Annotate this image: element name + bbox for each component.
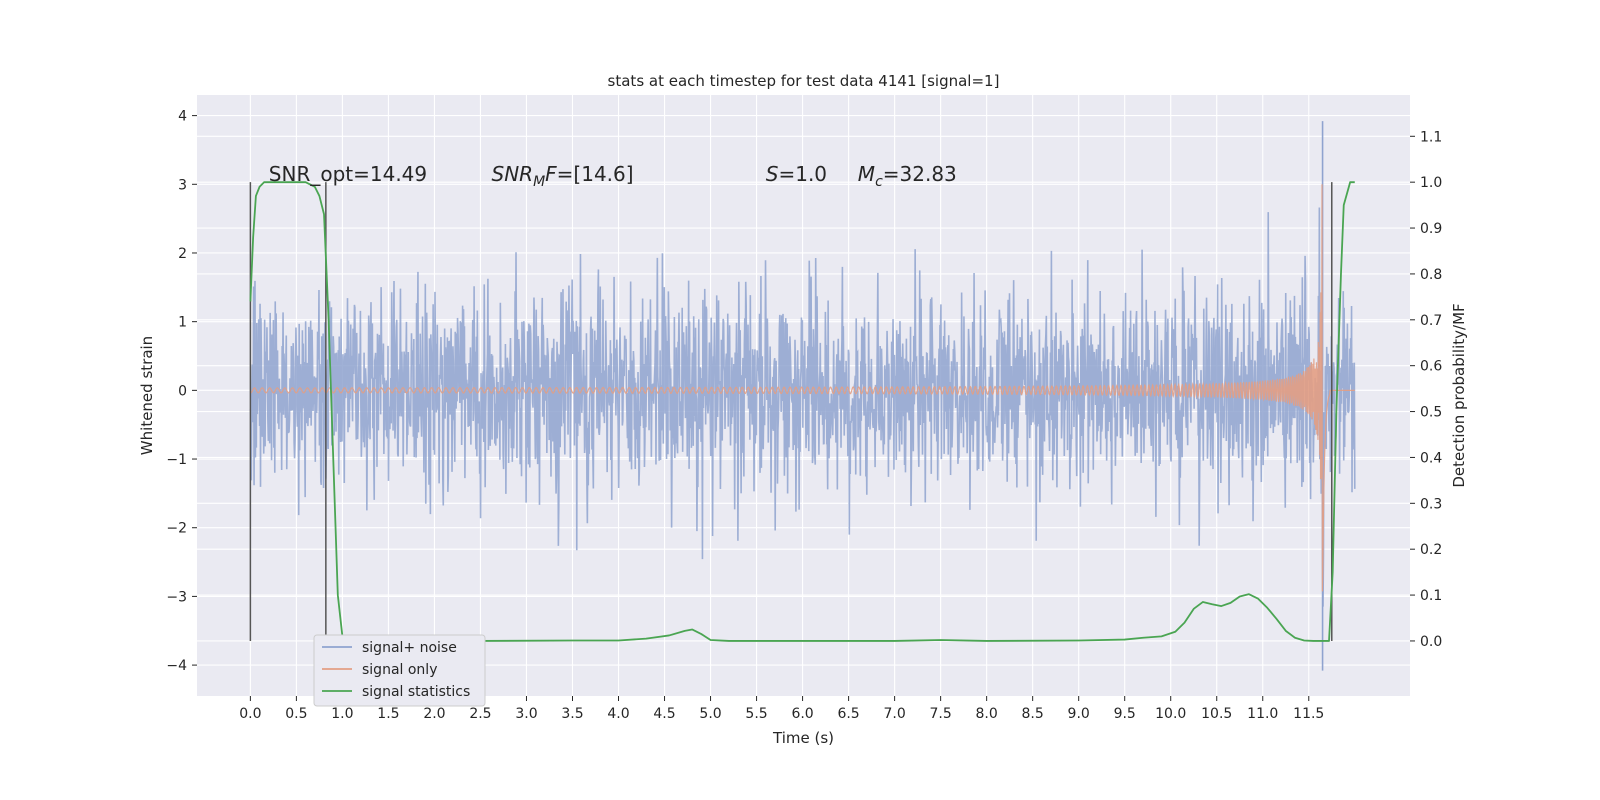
x-tick-label: 3.5 [561,706,583,722]
y-tick-label: −2 [166,521,187,537]
y2-tick-label: 1.1 [1420,129,1442,145]
series-signal-only [250,184,1355,592]
y2-tick-label: 0.1 [1420,588,1442,604]
legend-label: signal+ noise [362,640,457,656]
signal-only-line [250,184,1355,592]
series-signal-statistics [249,181,1355,642]
x-tick-label: 5.0 [699,706,721,722]
signal-noise-line [249,207,1356,607]
x-tick-label: 3.0 [515,706,537,722]
signal-statistics-line [249,181,1355,642]
y2-tick-label: 0.7 [1420,313,1442,329]
x-tick-label: 6.0 [791,706,813,722]
x-tick-label: 9.5 [1114,706,1136,722]
x-tick-label: 10.0 [1155,706,1186,722]
x-tick-label: 0.5 [285,706,307,722]
y-tick-label: 2 [178,246,187,262]
y2-tick-label: 0.2 [1420,542,1442,558]
legend-label: signal only [362,662,437,678]
annotation-text: S=1.0 [766,162,827,186]
y-tick-label: 4 [178,109,187,125]
y2-tick-label: 1.0 [1420,175,1442,191]
x-tick-label: 4.5 [653,706,675,722]
x-tick-label: 1.0 [331,706,353,722]
annotation-text: SNR_opt=14.49 [269,162,427,186]
legend-box [313,634,486,707]
chart-title: stats at each timestep for test data 414… [608,72,1000,90]
x-tick-label: 11.0 [1247,706,1278,722]
x-axis-ticks: 0.0 0.5 1.0 1.5 2.0 2.5 3.0 3.5 4.0 4.5 5.0 5.5 6.0 6… [239,696,1324,722]
x-tick-label: 6.5 [837,706,859,722]
x-tick-label: 2.5 [469,706,491,722]
x-tick-label: 8.5 [1022,706,1044,722]
x-tick-label: 10.5 [1201,706,1232,722]
x-tick-label: 9.0 [1068,706,1090,722]
annotations: SNR_opt=14.49 SNRMF=[14.6] S=1.0 Mc=32.83 [269,162,957,190]
x-tick-label: 11.5 [1293,706,1324,722]
y2-tick-label: 0.0 [1420,634,1442,650]
y2-axis-ticks: 0.0 0.1 0.2 0.3 0.4 0.5 0.6 0.7 0.8 0.9 1.0 1.1 [1410,129,1442,650]
annotation-text: SNRMF=[14.6] [492,162,634,190]
x-axis-label: Time (s) [772,729,834,747]
y-tick-label: −4 [166,658,187,674]
legend: signal+ noise signal only signal statistic… [313,634,486,707]
y2-tick-label: 0.5 [1420,405,1442,421]
y2-tick-label: 0.9 [1420,221,1442,237]
x-tick-label: 2.0 [423,706,445,722]
y2-tick-label: 0.4 [1420,450,1442,466]
legend-label: signal statistics [362,684,470,700]
x-tick-label: 1.5 [377,706,399,722]
y2-tick-label: 0.8 [1420,267,1442,283]
y-axis-label: Whitened strain [138,336,156,455]
y2-tick-label: 0.3 [1420,496,1442,512]
x-tick-label: 7.5 [929,706,951,722]
x-tick-label: 8.0 [976,706,998,722]
y-axis-ticks: −4 −3 −2 −1 0 1 2 3 4 [166,109,197,674]
y-tick-label: 1 [178,315,187,331]
annotation-text: Mc=32.83 [858,162,957,190]
x-tick-label: 5.5 [745,706,767,722]
y-tick-label: −3 [166,589,187,605]
y2-axis-label: Detection probability/MF [1450,303,1468,487]
y-tick-label: 3 [178,177,187,193]
y-tick-label: −1 [166,452,187,468]
y-tick-label: 0 [178,383,187,399]
x-tick-label: 0.0 [239,706,261,722]
y2-tick-label: 0.6 [1420,359,1442,375]
x-tick-label: 7.0 [883,706,905,722]
x-tick-label: 4.0 [607,706,629,722]
